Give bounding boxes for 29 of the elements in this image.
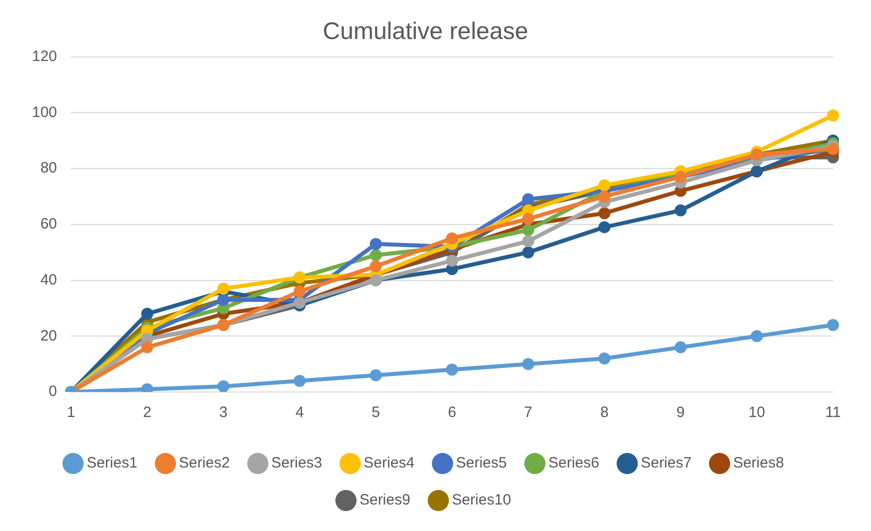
chart-title: Cumulative release — [322, 18, 528, 46]
y-tick-label: 40 — [40, 271, 58, 288]
legend-label: Series9 — [359, 492, 410, 509]
x-tick-label: 4 — [295, 404, 304, 422]
legend-label: Series10 — [452, 492, 512, 509]
x-tick-label: 5 — [372, 404, 380, 422]
x-tick-label: 6 — [448, 404, 456, 422]
legend-label: Series2 — [178, 454, 230, 472]
x-tick-label: 7 — [524, 404, 532, 422]
x-tick-label: 2 — [143, 404, 152, 422]
legend-label: Series8 — [733, 454, 784, 472]
legend-label: Series3 — [271, 454, 322, 472]
y-tick-label: 20 — [40, 327, 58, 344]
y-tick-label: 120 — [32, 48, 58, 65]
y-tick-label: 80 — [40, 160, 58, 177]
x-tick-label: 11 — [825, 404, 841, 422]
legend-label: Series1 — [86, 454, 138, 472]
y-tick-label: 60 — [40, 216, 58, 233]
x-tick-label: 9 — [676, 404, 685, 422]
y-tick-label: 0 — [48, 383, 58, 400]
x-tick-label: 8 — [600, 404, 609, 422]
legend-label: Series7 — [640, 454, 692, 472]
x-tick-label: 10 — [748, 404, 766, 422]
y-tick-label: 100 — [32, 104, 58, 121]
x-tick-label: 3 — [219, 404, 228, 422]
x-tick-label: 1 — [66, 404, 76, 422]
legend-label: Series5 — [456, 454, 507, 472]
legend-label: Series4 — [364, 454, 414, 472]
legend-label: Series6 — [548, 454, 600, 472]
